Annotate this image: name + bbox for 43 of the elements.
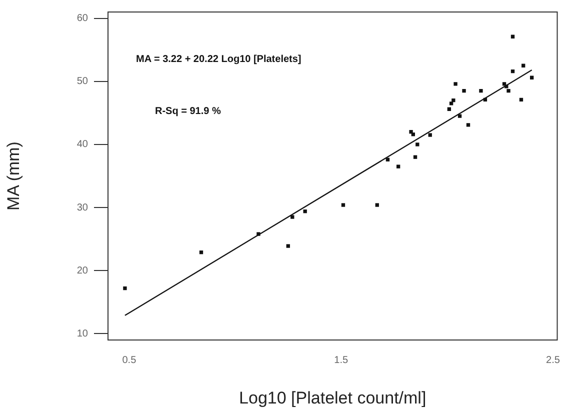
annotation: MA = 3.22 + 20.22 Log10 [Platelets]: [136, 54, 302, 65]
y-tick-label: 40: [76, 139, 88, 150]
point: [341, 203, 346, 207]
x-tick-label: 1.5: [334, 354, 348, 366]
point: [449, 102, 454, 106]
point: [123, 286, 127, 290]
x-tick-label: 2.5: [546, 354, 560, 366]
point: [506, 89, 510, 93]
y-tick-label: 10: [76, 328, 88, 340]
annotation: R-Sq = 91.9 %: [155, 106, 221, 117]
y-tick-label: 60: [76, 13, 88, 24]
point: [479, 89, 483, 93]
point: [413, 155, 418, 159]
point: [522, 64, 526, 68]
point: [462, 89, 466, 93]
point: [447, 107, 452, 111]
y-axis-title: MA (mm): [4, 142, 23, 210]
y-tick-label: 20: [76, 265, 88, 276]
point: [303, 209, 307, 214]
point: [396, 164, 400, 168]
point: [483, 98, 488, 102]
point: [454, 82, 458, 86]
point: [199, 250, 204, 254]
point: [286, 244, 290, 248]
y-tick-label: 30: [76, 202, 88, 214]
point: [452, 98, 456, 102]
point: [458, 114, 462, 118]
point: [416, 142, 420, 146]
y-tick-label: 50: [76, 76, 88, 88]
point: [428, 133, 432, 137]
point: [411, 132, 415, 136]
point: [519, 98, 524, 102]
point: [510, 34, 515, 38]
x-tick-label: 0.5: [122, 354, 137, 366]
x-axis-title: Log10 [Platelet count/ml]: [239, 388, 426, 408]
point: [504, 84, 508, 88]
point: [386, 158, 390, 162]
point: [375, 203, 379, 207]
point: [510, 69, 515, 74]
point: [530, 76, 534, 80]
point: [290, 215, 294, 219]
point: [466, 123, 470, 127]
point: [256, 232, 260, 236]
